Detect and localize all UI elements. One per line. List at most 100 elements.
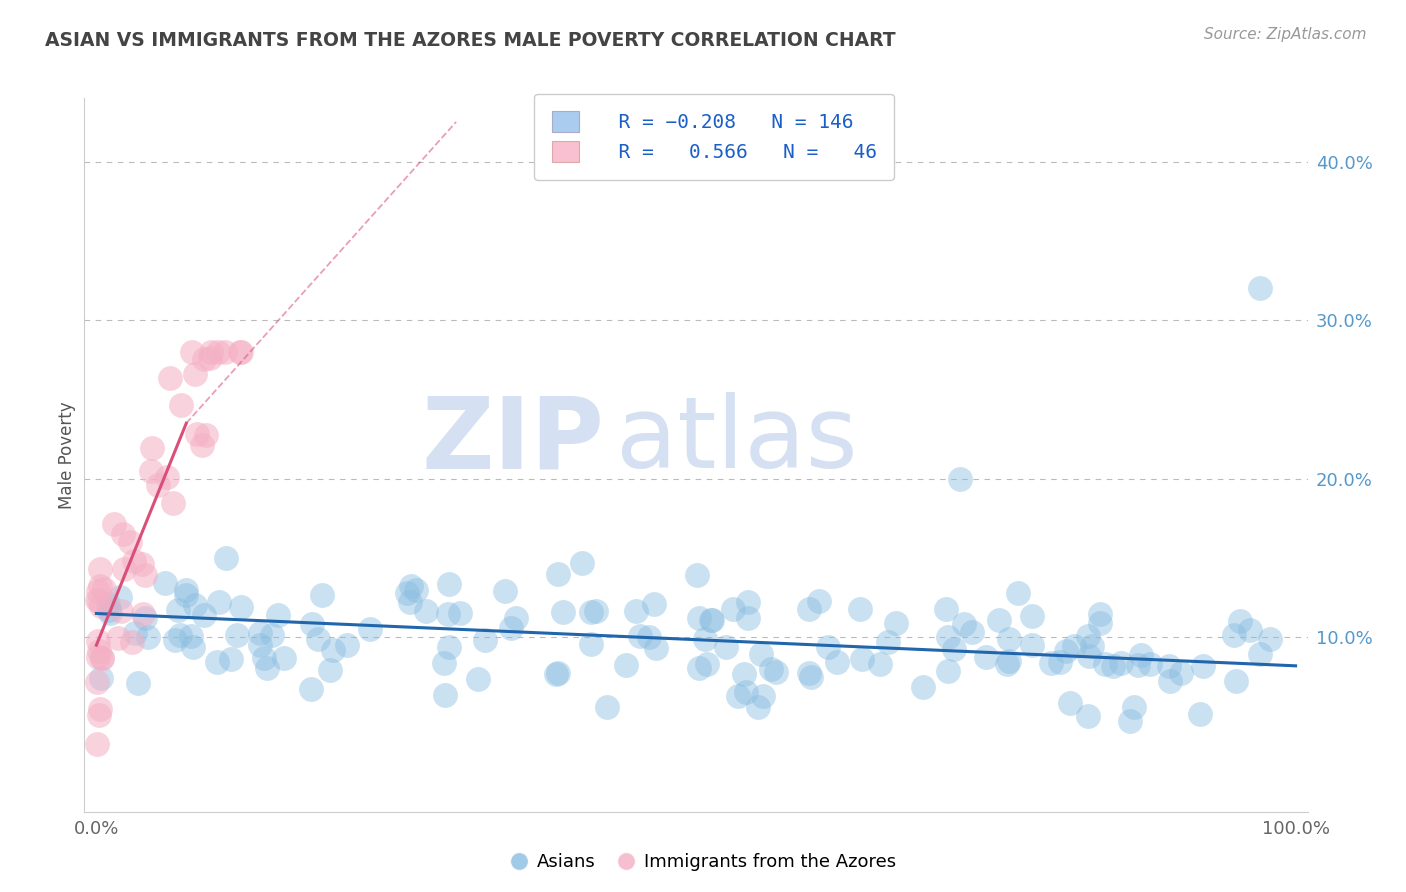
Point: [998, 632, 1021, 646]
Point: [134, 611, 156, 625]
Point: [1192, 658, 1215, 673]
Point: [547, 566, 569, 581]
Point: [1088, 607, 1111, 621]
Point: [433, 657, 456, 671]
Point: [90, 599, 112, 613]
Point: [231, 344, 253, 359]
Point: [90, 651, 112, 665]
Point: [616, 657, 638, 672]
Legend: Asians, Immigrants from the Azores: Asians, Immigrants from the Azores: [502, 847, 904, 879]
Point: [148, 478, 170, 492]
Point: [395, 586, 418, 600]
Point: [721, 601, 744, 615]
Point: [1222, 628, 1244, 642]
Point: [86, 592, 108, 607]
Point: [449, 606, 471, 620]
Point: [988, 613, 1011, 627]
Point: [267, 607, 290, 622]
Point: [169, 628, 191, 642]
Point: [186, 426, 208, 441]
Point: [221, 651, 243, 665]
Point: [1249, 281, 1271, 295]
Point: [1258, 632, 1281, 646]
Point: [195, 428, 218, 442]
Point: [225, 627, 247, 641]
Point: [193, 608, 215, 623]
Point: [851, 652, 873, 666]
Point: [596, 700, 619, 714]
Point: [181, 640, 204, 655]
Point: [1040, 656, 1063, 670]
Point: [1077, 708, 1099, 723]
Point: [89, 579, 111, 593]
Point: [693, 632, 716, 647]
Point: [229, 600, 252, 615]
Point: [998, 654, 1021, 668]
Point: [765, 665, 787, 679]
Point: [1157, 659, 1180, 673]
Point: [86, 633, 108, 648]
Point: [122, 554, 145, 568]
Point: [1239, 624, 1261, 638]
Point: [153, 575, 176, 590]
Point: [93, 582, 115, 596]
Point: [734, 685, 756, 699]
Point: [1229, 614, 1251, 628]
Point: [131, 607, 153, 621]
Point: [911, 680, 934, 694]
Point: [808, 593, 831, 607]
Point: [700, 613, 723, 627]
Point: [86, 737, 108, 751]
Point: [688, 610, 710, 624]
Point: [1077, 629, 1099, 643]
Point: [165, 632, 187, 647]
Point: [644, 640, 666, 655]
Point: [1049, 655, 1071, 669]
Point: [1059, 696, 1081, 710]
Point: [1225, 674, 1247, 689]
Point: [89, 562, 111, 576]
Point: [1159, 673, 1181, 688]
Point: [159, 371, 181, 385]
Point: [1021, 638, 1043, 652]
Point: [1021, 608, 1043, 623]
Point: [174, 583, 197, 598]
Point: [935, 601, 957, 615]
Point: [180, 344, 202, 359]
Point: [98, 602, 121, 616]
Point: [184, 598, 207, 612]
Point: [437, 640, 460, 655]
Point: [110, 604, 132, 618]
Point: [134, 568, 156, 582]
Point: [974, 649, 997, 664]
Point: [749, 647, 772, 661]
Point: [474, 632, 496, 647]
Point: [110, 591, 132, 605]
Point: [747, 700, 769, 714]
Point: [193, 351, 215, 366]
Point: [299, 682, 322, 697]
Point: [1130, 648, 1153, 662]
Point: [869, 657, 891, 672]
Point: [262, 628, 284, 642]
Point: [1102, 658, 1125, 673]
Point: [399, 595, 422, 609]
Point: [111, 526, 134, 541]
Point: [1119, 714, 1142, 729]
Point: [89, 702, 111, 716]
Point: [436, 607, 458, 621]
Point: [936, 630, 959, 644]
Point: [733, 667, 755, 681]
Point: [547, 666, 569, 681]
Point: [256, 660, 278, 674]
Text: Source: ZipAtlas.com: Source: ZipAtlas.com: [1204, 27, 1367, 42]
Point: [876, 635, 898, 649]
Point: [643, 597, 665, 611]
Point: [1170, 666, 1192, 681]
Point: [184, 367, 207, 381]
Point: [401, 579, 423, 593]
Legend:   R = −0.208   N = 146,   R =   0.566   N =   46: R = −0.208 N = 146, R = 0.566 N = 46: [534, 94, 894, 179]
Point: [761, 662, 783, 676]
Point: [624, 604, 647, 618]
Point: [825, 655, 848, 669]
